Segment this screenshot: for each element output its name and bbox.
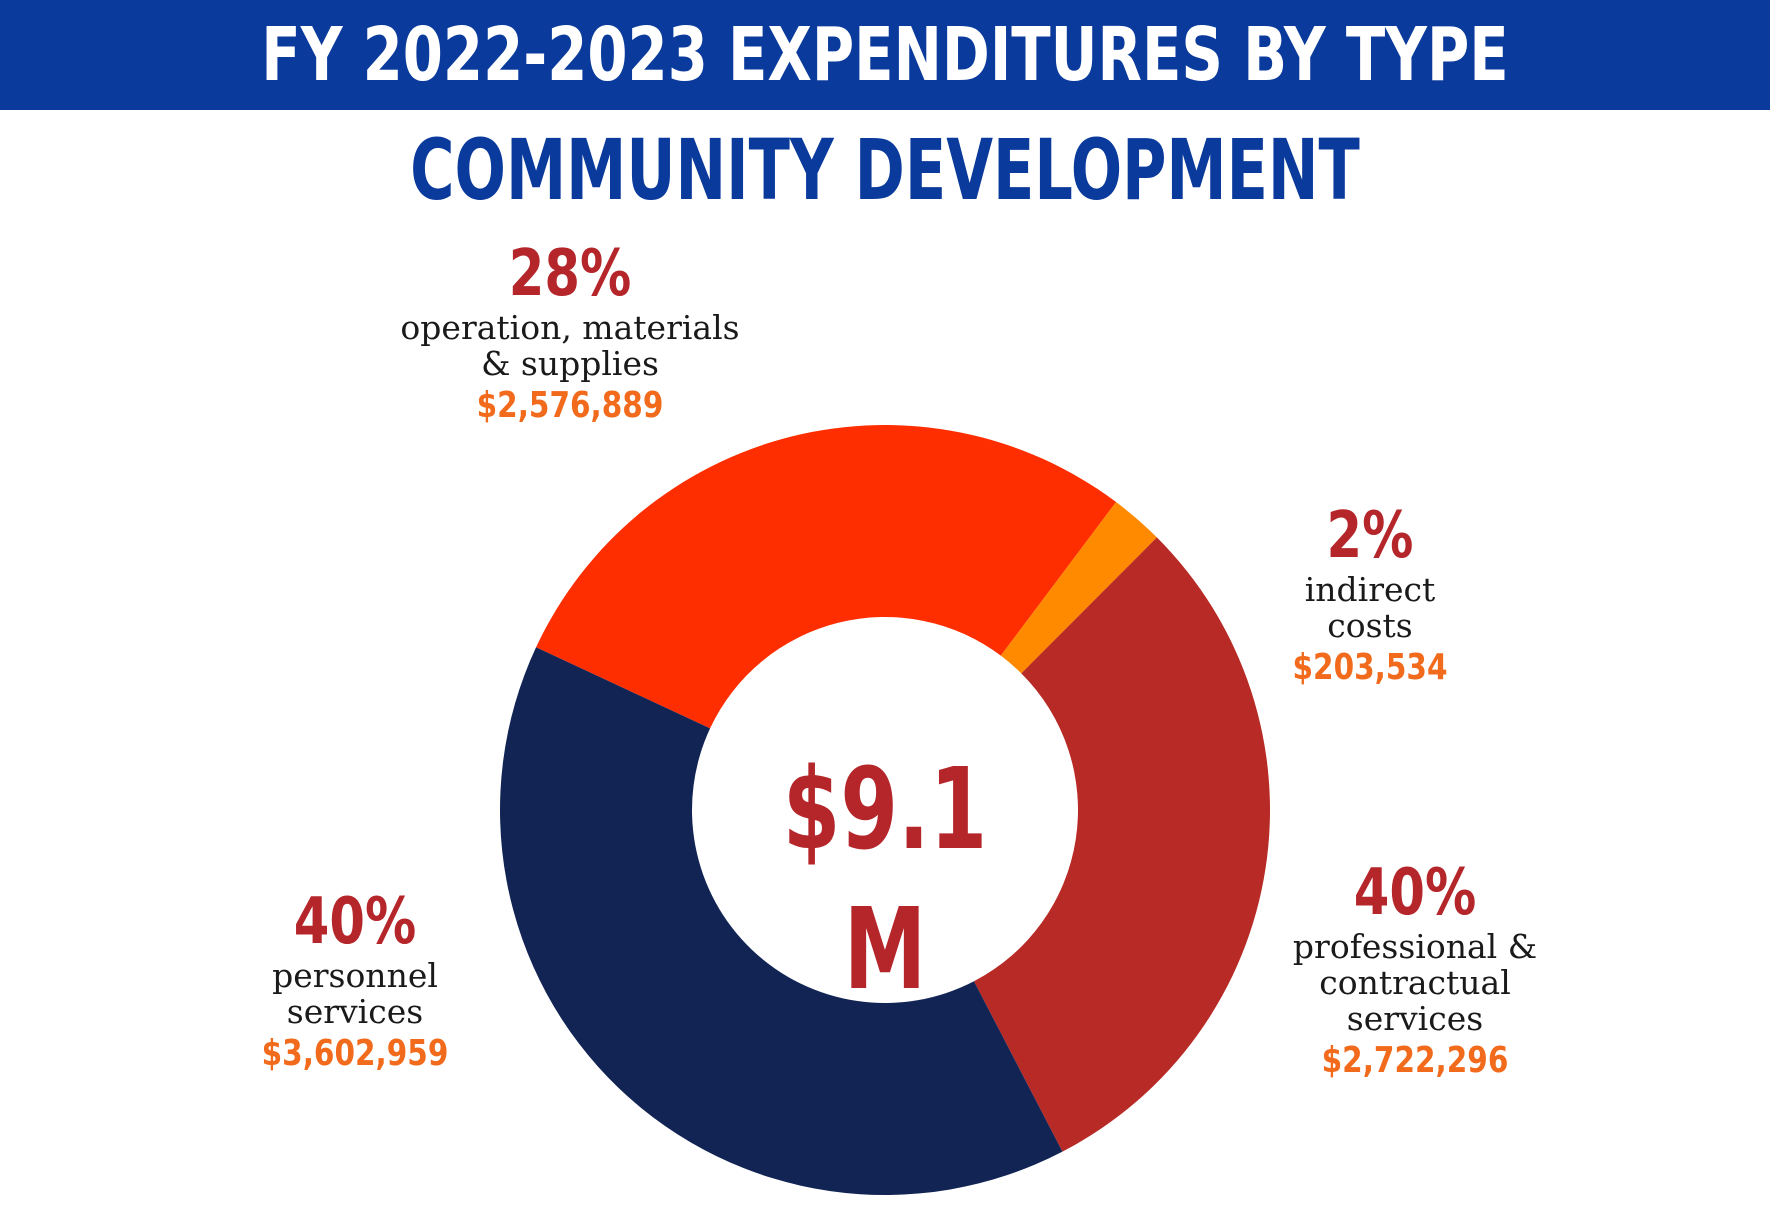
slice-name-indirect: indirect costs — [1304, 570, 1436, 645]
slice-name-operation: operation, materials & supplies — [400, 308, 740, 383]
slice-label-professional: 40% professional & contractual services … — [1265, 857, 1565, 1085]
donut-slice-personnel — [499, 647, 1063, 1196]
slice-label-personnel: 40% personnel services $3,602,959 — [230, 886, 480, 1078]
donut-slice-professional — [973, 537, 1270, 1152]
chart-title: FY 2022-2023 EXPENDITURES BY TYPE — [261, 12, 1509, 98]
center-total-label: $9.1 M — [782, 745, 988, 1015]
title-banner — [0, 0, 1770, 110]
chart-subtitle: COMMUNITY DEVELOPMENT — [410, 121, 1360, 219]
slice-percent-indirect: 2% — [1326, 499, 1414, 573]
donut-slice-indirect — [1000, 502, 1157, 674]
slice-amount-professional: $2,722,296 — [1321, 1040, 1509, 1081]
slice-amount-indirect: $203,534 — [1292, 647, 1448, 688]
slice-label-indirect: 2% indirect costs $203,534 — [1255, 500, 1485, 692]
slice-percent-personnel: 40% — [293, 885, 417, 959]
slice-amount-operation: $2,576,889 — [476, 385, 664, 426]
slice-label-operation: 28% operation, materials & supplies $2,5… — [375, 238, 765, 430]
slice-percent-operation: 28% — [508, 237, 632, 311]
slice-name-professional: professional & contractual services — [1292, 927, 1538, 1038]
slice-percent-professional: 40% — [1353, 856, 1477, 930]
donut-slice-operation — [536, 424, 1117, 729]
slice-amount-personnel: $3,602,959 — [261, 1033, 449, 1074]
slice-name-personnel: personnel services — [272, 956, 438, 1031]
